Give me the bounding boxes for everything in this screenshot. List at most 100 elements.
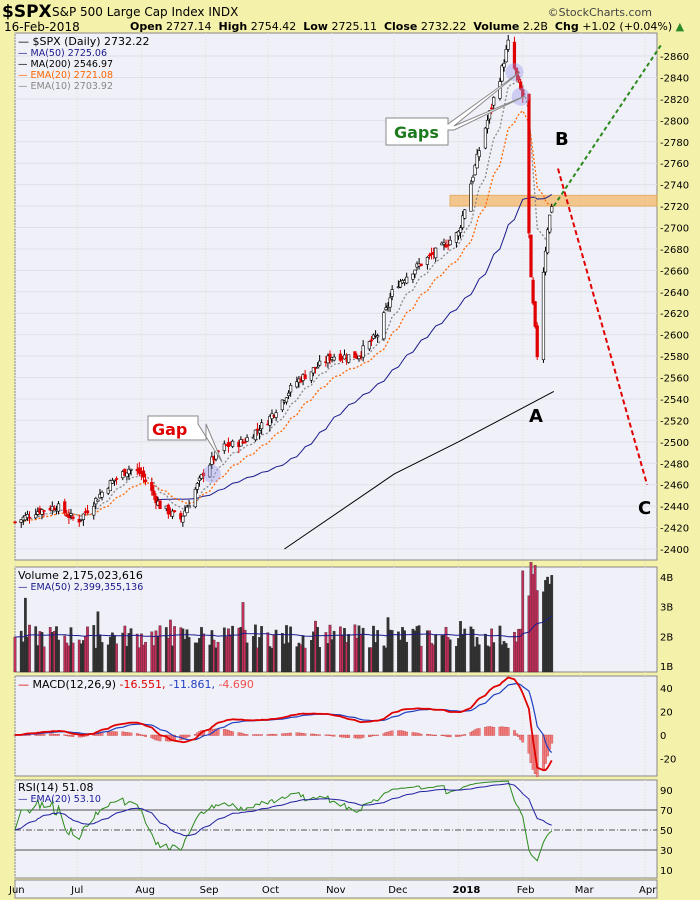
candle <box>413 269 417 275</box>
price-tick: -2740 <box>660 181 689 192</box>
macd-histogram-bar <box>260 734 263 736</box>
candle <box>398 281 403 288</box>
candle <box>529 234 533 278</box>
ma200-line <box>284 391 555 550</box>
macd-line <box>14 676 553 772</box>
volume-bar <box>448 639 452 673</box>
candle <box>361 345 365 358</box>
macd-histogram-bar <box>513 730 516 736</box>
price-tick: -2420 <box>660 524 689 535</box>
volume-bar <box>419 645 423 673</box>
volume-bar <box>216 641 220 673</box>
candle <box>230 440 235 447</box>
x-tick: Jul <box>70 885 83 896</box>
ema10-line <box>14 80 553 523</box>
volume-bar <box>231 625 234 673</box>
candle <box>25 514 30 518</box>
time-axis <box>14 879 658 899</box>
price-tick: -2780 <box>660 138 689 149</box>
candle <box>201 472 206 477</box>
candle <box>446 244 450 247</box>
candle <box>81 513 85 520</box>
x-tick: Aug <box>135 885 155 896</box>
price-tick: -2860 <box>660 52 689 63</box>
candle <box>535 325 539 358</box>
candle <box>110 480 115 484</box>
candle <box>166 504 170 515</box>
watermark: ©StockCharts.com <box>547 6 652 19</box>
gap-callout <box>147 415 223 463</box>
candle <box>195 483 199 490</box>
candle <box>100 491 104 498</box>
candle <box>388 297 392 308</box>
candle <box>245 437 249 442</box>
volume-bar <box>535 590 539 673</box>
macd-histogram-bar <box>245 734 249 736</box>
macd-histogram-bar <box>405 731 409 736</box>
candle <box>183 510 187 517</box>
panel-2 <box>14 675 658 777</box>
volume-tick: 1B <box>660 662 673 673</box>
macd-histogram-bar <box>550 734 554 744</box>
volume-legend: Volume 2,175,023,616 <box>18 569 143 582</box>
candle <box>448 239 452 246</box>
price-tick: -2700 <box>660 223 689 234</box>
macd-histogram-bar <box>506 727 510 736</box>
candle <box>187 505 191 507</box>
volume-bar <box>289 626 292 673</box>
rsi-tick: 90 <box>660 786 673 797</box>
price-tick: -2800 <box>660 116 689 127</box>
volume-bar <box>361 627 365 673</box>
macd-histogram-bar <box>303 733 307 736</box>
candle <box>342 354 347 360</box>
price-tick: -2400 <box>660 545 689 556</box>
candle <box>129 468 133 471</box>
volume-bar <box>376 630 380 673</box>
candle <box>376 335 380 338</box>
candle <box>172 510 177 513</box>
legend-item: — EMA(20) 2721.08 <box>18 70 113 81</box>
volume-bar <box>100 642 104 673</box>
macd-tick: 20 <box>660 708 673 719</box>
volume-bar <box>13 636 17 673</box>
volume-bar <box>71 642 75 673</box>
volume-tick: 2B <box>660 632 673 643</box>
candle <box>123 468 127 476</box>
x-tick: Nov <box>326 885 346 896</box>
candle <box>19 519 23 523</box>
x-tick: Sep <box>200 885 219 896</box>
projection-down-line <box>556 168 649 485</box>
candle <box>504 49 508 63</box>
x-tick: Dec <box>388 885 407 896</box>
candle <box>347 354 351 363</box>
volume-bar <box>550 575 554 673</box>
x-tick: Feb <box>517 885 535 896</box>
panel-3 <box>14 779 658 879</box>
macd-histogram-bar <box>390 730 394 736</box>
volume-bar <box>245 642 249 673</box>
volume-bar <box>492 642 496 673</box>
macd-tick: -20 <box>660 754 676 765</box>
rsi-ema-line <box>14 783 552 837</box>
gaps-callout <box>385 71 526 146</box>
candle <box>67 514 71 519</box>
candle <box>268 416 272 426</box>
candle <box>382 312 386 340</box>
candle <box>125 472 129 478</box>
candle <box>257 430 262 434</box>
macd-histogram-bar <box>492 727 496 736</box>
candle <box>371 334 376 339</box>
candle <box>456 231 461 237</box>
candle <box>463 209 467 219</box>
candle <box>154 495 158 504</box>
candle <box>548 214 552 233</box>
candle <box>367 341 371 350</box>
candle <box>284 397 289 403</box>
price-tick: -2820 <box>660 95 689 106</box>
candle <box>434 247 438 259</box>
candle <box>260 422 264 430</box>
candle <box>490 107 494 110</box>
x-tick: Apr <box>639 885 657 896</box>
candle <box>543 250 548 273</box>
